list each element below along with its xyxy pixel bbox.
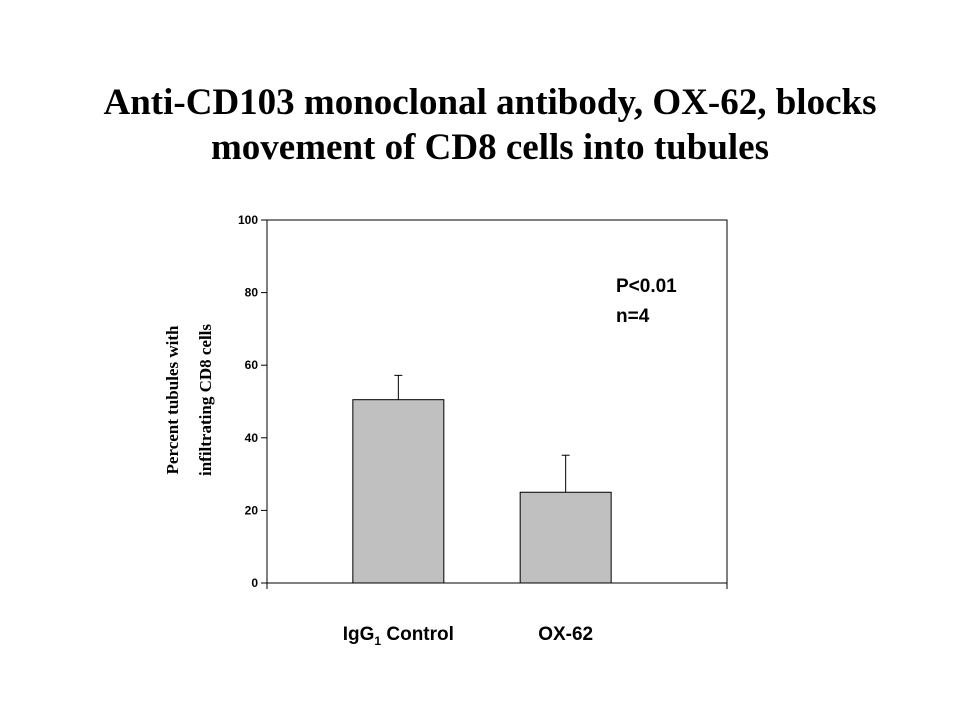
y-tick-label: 40 — [245, 431, 259, 445]
y-axis-label-line-2: infiltrating CD8 cells — [196, 324, 215, 476]
slide-title: Anti-CD103 monoclonal antibody, OX-62, b… — [60, 80, 920, 170]
y-tick-label: 60 — [245, 358, 259, 372]
y-tick-label: 20 — [245, 503, 259, 517]
y-axis-label-line-1: Percent tubules with — [163, 325, 182, 474]
bar — [519, 491, 612, 584]
annotation-p-value: P<0.01 — [616, 276, 677, 297]
x-tick-label: IgG1 Control — [343, 624, 454, 648]
plot-area-border — [266, 219, 728, 584]
y-tick-label: 0 — [251, 576, 258, 590]
bar — [352, 399, 445, 584]
y-tick-label: 100 — [238, 213, 258, 227]
annotation-n: n=4 — [616, 306, 650, 327]
x-tick-label: OX-62 — [538, 624, 593, 645]
y-tick-label: 80 — [245, 286, 259, 300]
title-line-2: movement of CD8 cells into tubules — [210, 127, 770, 168]
title-line-1: Anti-CD103 monoclonal antibody, OX-62, b… — [103, 82, 877, 123]
